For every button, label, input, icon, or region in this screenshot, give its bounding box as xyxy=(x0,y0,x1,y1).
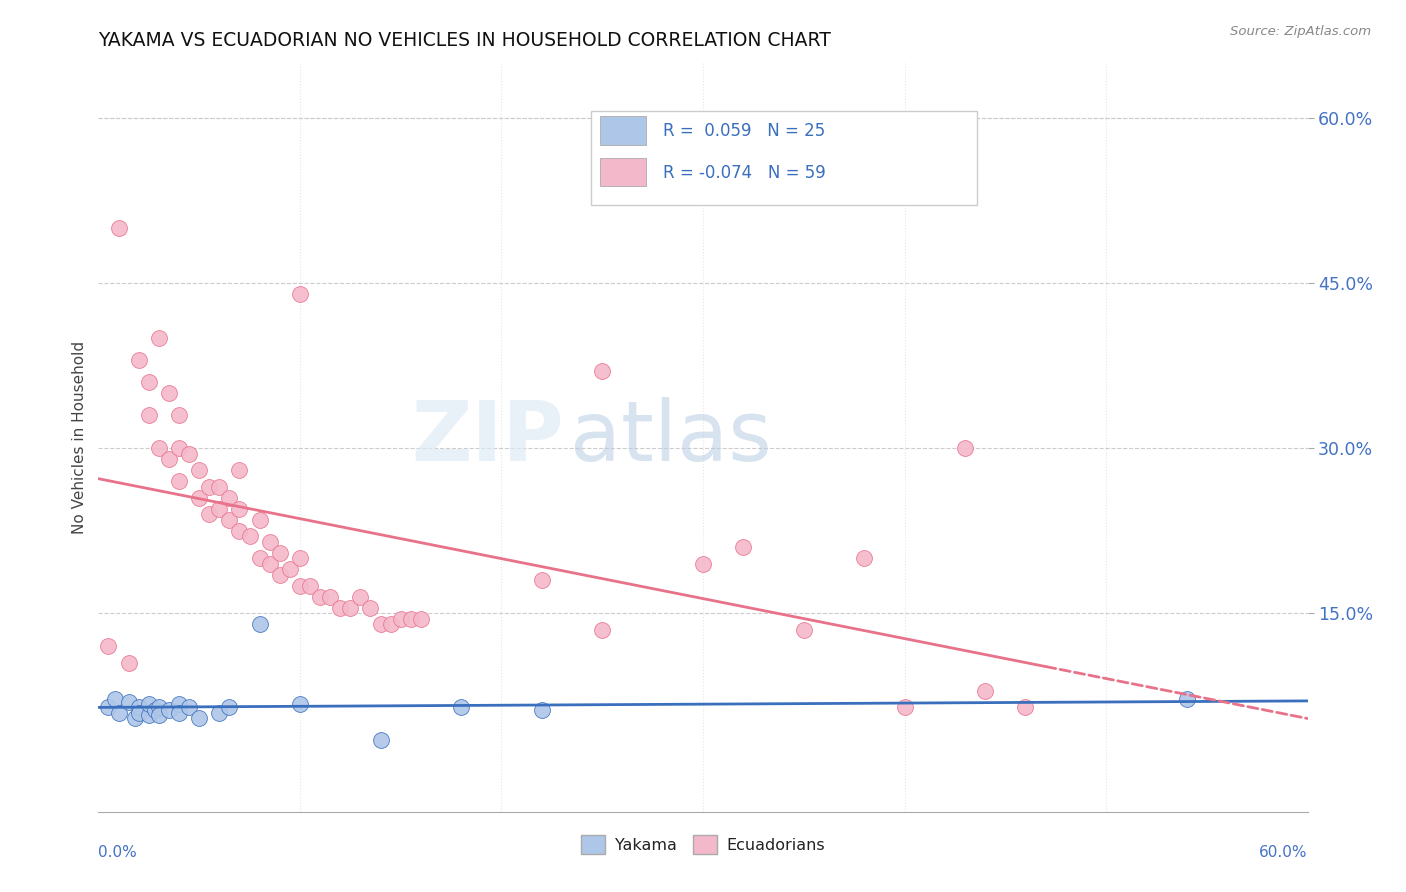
Point xyxy=(953,441,976,455)
Point xyxy=(138,697,160,711)
Point xyxy=(259,557,281,571)
Point xyxy=(128,700,150,714)
Point xyxy=(107,220,129,235)
Point xyxy=(259,534,281,549)
Point xyxy=(148,707,170,722)
Point xyxy=(138,707,160,722)
Point xyxy=(249,513,271,527)
Point xyxy=(118,656,141,670)
Point xyxy=(228,501,250,516)
Point xyxy=(167,474,190,488)
Point xyxy=(118,694,141,708)
Point xyxy=(309,590,332,604)
Point xyxy=(148,331,170,345)
Text: 60.0%: 60.0% xyxy=(1260,846,1308,861)
Point xyxy=(208,706,231,720)
Text: atlas: atlas xyxy=(569,397,772,477)
Point xyxy=(188,491,211,505)
Point xyxy=(128,353,150,368)
Point xyxy=(370,733,392,747)
Point xyxy=(239,529,262,543)
Point xyxy=(107,706,129,720)
Point xyxy=(299,579,322,593)
Point xyxy=(288,286,311,301)
Point xyxy=(591,623,613,637)
Point xyxy=(167,441,190,455)
Bar xyxy=(600,158,647,186)
Point xyxy=(853,551,876,566)
Point xyxy=(793,623,815,637)
Point xyxy=(530,574,553,588)
Text: 0.0%: 0.0% xyxy=(98,846,138,861)
Point xyxy=(339,600,361,615)
Point xyxy=(208,501,231,516)
Point xyxy=(389,612,412,626)
Point xyxy=(157,386,180,401)
Point xyxy=(288,579,311,593)
Point xyxy=(157,452,180,467)
Point xyxy=(893,700,915,714)
Point xyxy=(228,524,250,538)
Point xyxy=(249,617,271,632)
Point xyxy=(974,683,997,698)
Point xyxy=(179,447,201,461)
Point xyxy=(148,700,170,714)
Point xyxy=(249,551,271,566)
Point xyxy=(157,703,180,717)
Point xyxy=(269,546,291,560)
Point xyxy=(124,711,146,725)
Point xyxy=(530,703,553,717)
Point xyxy=(278,562,301,576)
Point xyxy=(198,480,221,494)
Point xyxy=(188,463,211,477)
Point xyxy=(167,697,190,711)
Point xyxy=(360,600,382,615)
Point xyxy=(288,551,311,566)
Point xyxy=(138,408,160,422)
Point xyxy=(208,480,231,494)
Point xyxy=(591,364,613,378)
Point xyxy=(128,706,150,720)
Y-axis label: No Vehicles in Household: No Vehicles in Household xyxy=(72,341,87,533)
Point xyxy=(692,557,714,571)
Point xyxy=(218,700,240,714)
Point xyxy=(1014,700,1036,714)
Text: Source: ZipAtlas.com: Source: ZipAtlas.com xyxy=(1230,25,1371,38)
Bar xyxy=(600,116,647,145)
Point xyxy=(218,491,240,505)
Point xyxy=(329,600,352,615)
Point xyxy=(349,590,371,604)
Point xyxy=(380,617,402,632)
Text: R =  0.059   N = 25: R = 0.059 N = 25 xyxy=(664,121,825,140)
Legend: Yakama, Ecuadorians: Yakama, Ecuadorians xyxy=(575,829,831,860)
Point xyxy=(179,700,201,714)
Point xyxy=(228,463,250,477)
FancyBboxPatch shape xyxy=(591,112,977,205)
Point xyxy=(143,703,166,717)
Point xyxy=(97,700,120,714)
Point xyxy=(167,408,190,422)
Point xyxy=(399,612,422,626)
Point xyxy=(198,507,221,521)
Point xyxy=(167,706,190,720)
Point xyxy=(450,700,472,714)
Text: R = -0.074   N = 59: R = -0.074 N = 59 xyxy=(664,163,825,182)
Point xyxy=(148,441,170,455)
Point xyxy=(1175,692,1198,706)
Point xyxy=(733,541,755,555)
Text: YAKAMA VS ECUADORIAN NO VEHICLES IN HOUSEHOLD CORRELATION CHART: YAKAMA VS ECUADORIAN NO VEHICLES IN HOUS… xyxy=(98,30,831,50)
Text: ZIP: ZIP xyxy=(412,397,564,477)
Point xyxy=(370,617,392,632)
Point xyxy=(138,375,160,389)
Point xyxy=(409,612,432,626)
Point xyxy=(218,513,240,527)
Point xyxy=(97,640,120,654)
Point xyxy=(188,711,211,725)
Point xyxy=(288,697,311,711)
Point xyxy=(103,692,125,706)
Point xyxy=(319,590,342,604)
Point xyxy=(269,567,291,582)
